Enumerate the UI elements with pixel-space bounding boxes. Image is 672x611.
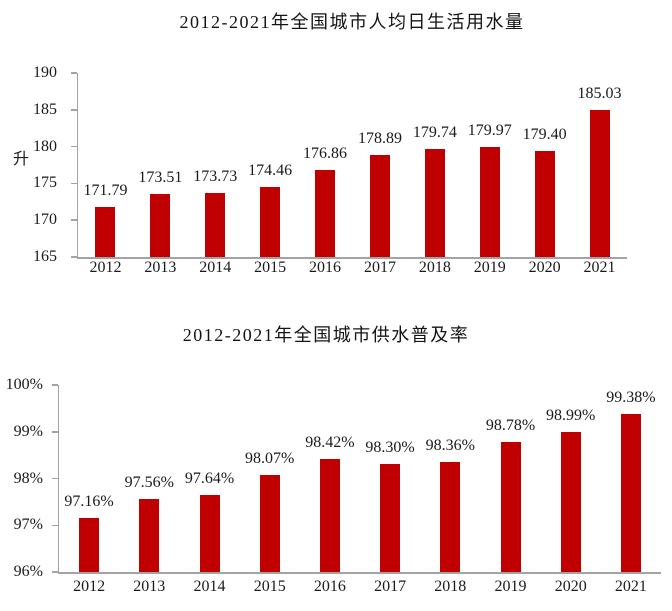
y-tick-label: 96%	[13, 563, 43, 580]
x-axis-line	[76, 257, 627, 259]
x-tick-label: 2014	[193, 578, 226, 595]
x-tick-label: 2012	[89, 259, 122, 276]
bar-value-label: 97.56%	[124, 474, 174, 492]
y-tick-mark	[51, 477, 58, 480]
y-tick-label: 190	[33, 64, 57, 81]
y-tick-mark	[70, 256, 77, 258]
bar-value-label: 98.78%	[485, 417, 536, 435]
x-tick-label: 2020	[528, 259, 561, 276]
y-tick-label: 100%	[5, 376, 43, 393]
bar-2014	[199, 495, 220, 572]
x-tick-label: 2018	[418, 259, 451, 276]
x-tick-label: 2014	[199, 259, 232, 276]
x-tick-label: 2019	[494, 578, 527, 595]
x-tick-label: 2018	[434, 578, 467, 595]
x-tick-label: 2015	[254, 259, 287, 276]
bar-2018	[440, 461, 461, 572]
chart-title: 2012-2021年全国城市供水普及率	[182, 325, 470, 345]
bar-value-label: 98.36%	[425, 436, 475, 454]
bar-2021	[589, 109, 610, 257]
chart-title: 2012-2021年全国城市人均日生活用水量	[179, 12, 525, 32]
bar-2017	[369, 154, 390, 257]
bar-2021	[620, 413, 641, 572]
bar-2015	[259, 475, 280, 572]
y-axis-line	[57, 385, 59, 574]
y-tick-mark	[70, 109, 77, 111]
bar-value-label: 179.74	[412, 123, 457, 141]
bar-value-label: 98.42%	[305, 433, 355, 451]
x-tick-label: 2012	[73, 578, 106, 595]
bar-value-label: 179.40	[522, 126, 567, 144]
y-tick-label: 99%	[13, 422, 43, 440]
bar-value-label: 179.97	[467, 121, 512, 139]
x-tick-label: 2020	[554, 578, 587, 595]
y-tick-mark	[51, 431, 58, 433]
x-tick-label: 2013	[144, 259, 177, 276]
y-tick-label: 165	[33, 248, 57, 265]
bar-value-label: 97.64%	[184, 470, 235, 488]
y-tick-mark	[70, 145, 77, 148]
y-axis-line	[76, 73, 78, 259]
x-tick-label: 2015	[253, 578, 286, 595]
y-tick-label: 170	[33, 211, 57, 229]
bar-value-label: 176.86	[303, 144, 348, 162]
bar-2012	[79, 517, 100, 572]
x-tick-label: 2019	[473, 259, 506, 276]
x-tick-label: 2013	[133, 578, 166, 595]
x-tick-label: 2017	[374, 578, 407, 595]
y-tick-mark	[70, 219, 77, 221]
bar-2012	[95, 207, 116, 257]
bar-2019	[500, 442, 521, 572]
bar-2013	[150, 194, 171, 257]
bar-2020	[534, 151, 555, 257]
bar-2017	[380, 464, 401, 572]
bar-value-label: 173.73	[193, 167, 238, 185]
bar-2019	[479, 146, 500, 257]
bar-value-label: 171.79	[83, 182, 128, 200]
x-tick-label: 2021	[614, 578, 647, 595]
bar-2013	[139, 499, 160, 572]
y-tick-mark	[70, 72, 77, 74]
y-tick-label: 97%	[13, 516, 43, 534]
bar-value-label: 178.89	[357, 129, 402, 147]
bar-value-label: 173.51	[138, 169, 183, 187]
y-tick-label: 185	[33, 100, 57, 118]
bar-value-label: 98.30%	[365, 439, 415, 457]
y-axis-unit-label: 升	[13, 151, 30, 168]
y-tick-mark	[51, 571, 58, 573]
bar-value-label: 99.38%	[606, 388, 656, 406]
bar-2016	[319, 458, 340, 572]
bar-2020	[560, 432, 581, 572]
y-tick-label: 180	[33, 137, 57, 155]
y-tick-mark	[51, 384, 58, 386]
bar-2018	[424, 148, 445, 257]
bar-2014	[205, 192, 226, 257]
x-tick-label: 2021	[583, 259, 616, 276]
bar-value-label: 98.99%	[546, 407, 596, 425]
bar-2016	[315, 169, 336, 257]
bar-value-label: 98.07%	[245, 450, 295, 468]
bar-value-label: 174.46	[248, 162, 293, 180]
bar-value-label: 97.16%	[64, 492, 114, 510]
y-tick-label: 175	[33, 174, 57, 192]
x-tick-label: 2016	[309, 259, 342, 276]
bar-value-label: 185.03	[577, 84, 622, 102]
bar-2015	[260, 187, 281, 257]
y-tick-mark	[51, 524, 58, 526]
y-tick-mark	[70, 182, 77, 185]
x-tick-label: 2017	[363, 259, 396, 276]
x-tick-label: 2016	[313, 578, 346, 595]
x-axis-line	[57, 572, 661, 574]
y-tick-label: 98%	[13, 469, 43, 487]
